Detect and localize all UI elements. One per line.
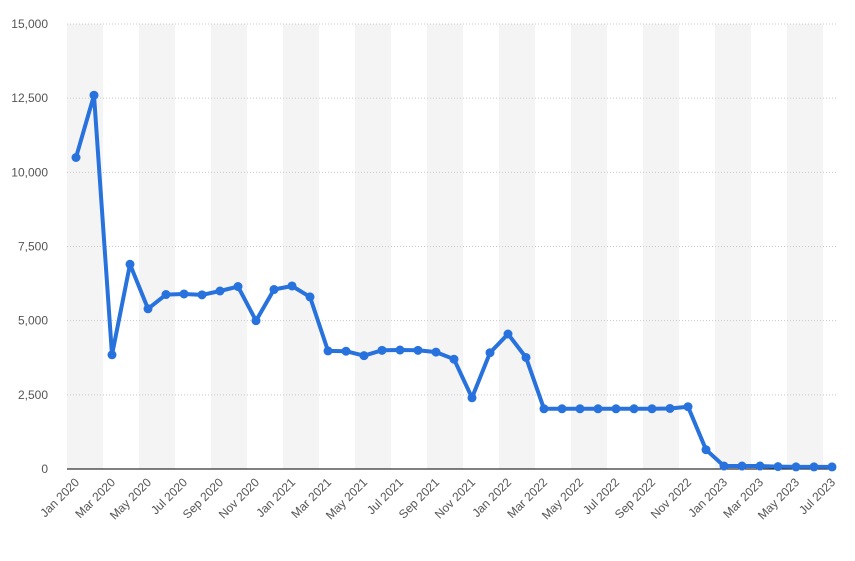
data-point[interactable] [341, 346, 351, 356]
data-point[interactable] [557, 404, 567, 414]
data-point[interactable] [161, 290, 171, 300]
data-point[interactable] [521, 352, 531, 362]
y-tick-label: 12,500 [11, 91, 48, 105]
data-point[interactable] [665, 403, 675, 413]
data-point[interactable] [71, 153, 81, 162]
data-point[interactable] [485, 348, 495, 358]
y-tick-label: 5,000 [18, 314, 48, 328]
y-axis-ticks: 0 2,500 5,000 7,500 10,000 12,500 15,000 [11, 17, 48, 476]
data-point[interactable] [683, 402, 693, 412]
data-point[interactable] [143, 304, 153, 314]
data-point[interactable] [737, 461, 747, 471]
data-point[interactable] [359, 351, 369, 361]
data-point[interactable] [197, 290, 207, 300]
data-point[interactable] [647, 404, 657, 414]
data-point[interactable] [701, 445, 711, 455]
x-tick-label: Jul 2023 [796, 475, 838, 517]
data-point[interactable] [593, 404, 603, 414]
data-point[interactable] [449, 354, 459, 364]
data-point[interactable] [431, 347, 441, 357]
data-point[interactable] [575, 404, 585, 414]
data-point[interactable] [125, 259, 135, 269]
data-point[interactable] [539, 404, 549, 414]
data-point[interactable] [269, 285, 279, 295]
data-point[interactable] [773, 462, 783, 472]
y-tick-label: 7,500 [18, 240, 48, 254]
gridlines [67, 23, 836, 396]
data-point[interactable] [377, 345, 387, 355]
data-point[interactable] [179, 289, 189, 299]
data-point[interactable] [107, 350, 117, 360]
y-tick-label: 15,000 [11, 17, 48, 31]
y-tick-label: 10,000 [11, 165, 48, 179]
data-point[interactable] [611, 404, 621, 414]
data-point[interactable] [467, 393, 477, 403]
data-point[interactable] [413, 345, 423, 355]
data-point[interactable] [809, 462, 819, 472]
data-point[interactable] [287, 281, 297, 291]
data-point[interactable] [755, 461, 765, 471]
data-point[interactable] [323, 346, 333, 356]
data-point[interactable] [629, 404, 639, 414]
data-point[interactable] [827, 462, 837, 472]
data-point[interactable] [215, 286, 225, 296]
y-tick-label: 0 [41, 462, 48, 476]
data-point[interactable] [395, 345, 405, 355]
data-point[interactable] [233, 282, 243, 292]
data-point[interactable] [503, 329, 513, 339]
data-point[interactable] [719, 461, 729, 471]
data-point[interactable] [305, 292, 315, 302]
data-points [71, 90, 837, 472]
data-point[interactable] [791, 462, 801, 472]
data-point[interactable] [251, 316, 261, 326]
y-tick-label: 2,500 [18, 388, 48, 402]
data-point[interactable] [89, 90, 99, 100]
